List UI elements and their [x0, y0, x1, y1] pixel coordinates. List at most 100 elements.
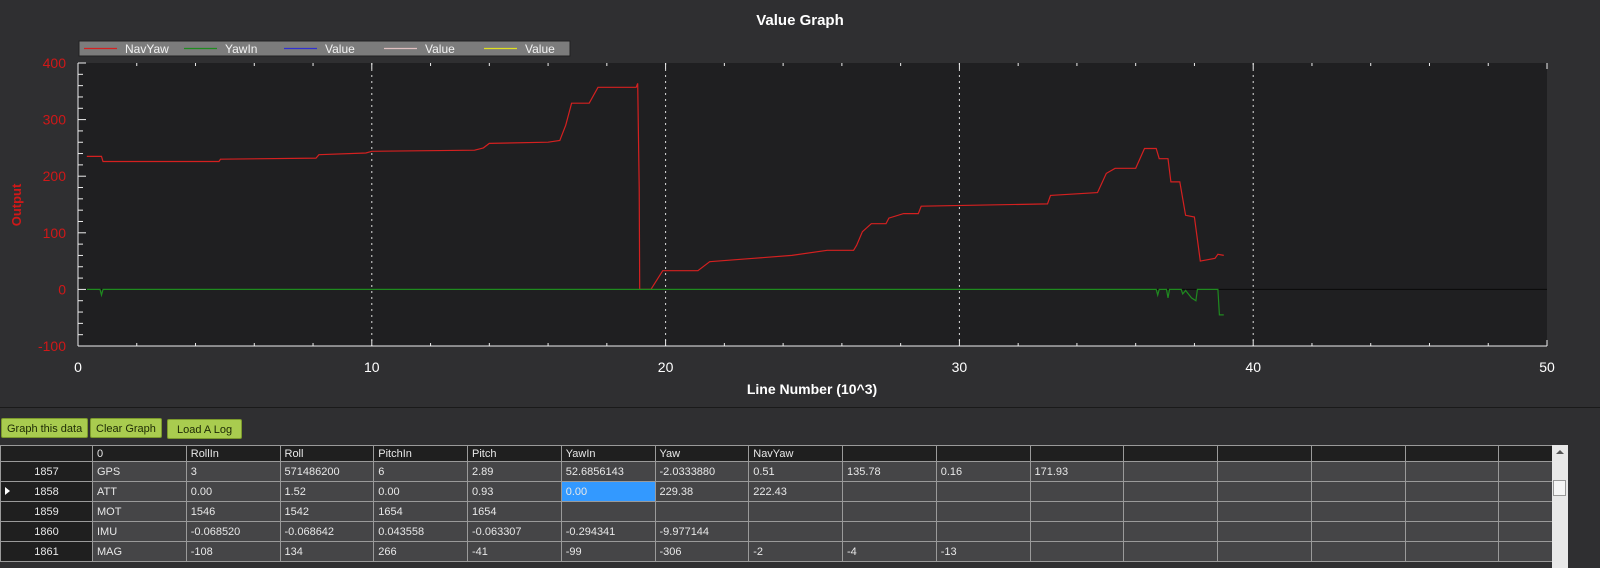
column-header[interactable]: RollIn [185, 445, 281, 462]
table-cell[interactable]: 2.89 [467, 461, 562, 482]
table-cell[interactable] [1123, 521, 1218, 542]
table-cell[interactable]: 0.93 [467, 481, 562, 502]
table-cell[interactable] [1123, 501, 1218, 522]
column-header[interactable] [935, 445, 1031, 462]
table-cell[interactable]: 0.00 [373, 481, 468, 502]
row-header[interactable]: 1860 [0, 521, 93, 542]
table-cell[interactable] [1123, 481, 1218, 502]
table-cell[interactable]: -13 [935, 541, 1031, 562]
table-cell[interactable]: 1654 [373, 501, 468, 522]
table-cell[interactable] [560, 501, 656, 522]
scrollbar-thumb[interactable] [1553, 480, 1566, 496]
table-cell[interactable]: -0.063307 [467, 521, 562, 542]
table-cell[interactable]: 1542 [279, 501, 375, 522]
row-header[interactable]: 1858 [0, 481, 93, 502]
table-cell[interactable] [1310, 461, 1406, 482]
table-cell[interactable]: 135.78 [842, 461, 937, 482]
table-cell[interactable]: 171.93 [1029, 461, 1125, 482]
table-cell[interactable] [1404, 501, 1500, 522]
table-cell[interactable]: -306 [654, 541, 750, 562]
table-cell[interactable] [1498, 501, 1554, 522]
table-cell[interactable] [935, 521, 1031, 542]
column-header[interactable]: NavYaw [748, 445, 843, 462]
table-row[interactable]: 1857 GPS 3 571486200 6 2.89 52.6856143 -2.03338… [0, 461, 1554, 482]
table-cell[interactable] [842, 521, 937, 542]
table-cell[interactable] [1404, 521, 1500, 542]
table-cell[interactable]: -2 [748, 541, 843, 562]
column-header[interactable]: Pitch [467, 445, 562, 462]
row-header[interactable]: 1857 [0, 461, 93, 482]
table-cell[interactable]: -9.977144 [654, 521, 750, 542]
table-cell[interactable]: 0.51 [748, 461, 843, 482]
column-header[interactable] [1498, 445, 1554, 462]
graph-this-data-button[interactable]: Graph this data [1, 418, 89, 438]
table-cell[interactable]: -0.068642 [279, 521, 375, 542]
table-cell[interactable] [654, 501, 750, 522]
row-header[interactable]: 1861 [0, 541, 93, 562]
column-header[interactable] [1310, 445, 1406, 462]
table-cell[interactable]: -41 [467, 541, 562, 562]
table-cell[interactable] [1498, 521, 1554, 542]
load-a-log-button[interactable]: Load A Log [167, 419, 243, 439]
table-cell[interactable]: 134 [279, 541, 375, 562]
table-cell[interactable]: 1.52 [279, 481, 375, 502]
table-cell[interactable]: -4 [842, 541, 937, 562]
table-cell[interactable] [1404, 461, 1500, 482]
table-cell[interactable] [1498, 481, 1554, 502]
table-cell[interactable] [1123, 541, 1218, 562]
table-cell[interactable] [1217, 521, 1312, 542]
column-header[interactable]: Yaw [654, 445, 750, 462]
table-cell[interactable] [842, 481, 937, 502]
table-cell[interactable]: 222.43 [748, 481, 843, 502]
table-cell[interactable] [1029, 541, 1125, 562]
table-cell[interactable] [1029, 501, 1125, 522]
table-cell[interactable] [1404, 541, 1500, 562]
table-row[interactable]: 1860 IMU -0.068520 -0.068642 0.043558 -0.0633… [0, 521, 1554, 542]
table-cell[interactable] [1217, 481, 1312, 502]
table-cell[interactable] [748, 521, 843, 542]
column-header[interactable]: PitchIn [373, 445, 468, 462]
vertical-scrollbar[interactable] [1552, 445, 1568, 568]
table-cell[interactable]: 0.00 [185, 481, 281, 502]
table-cell[interactable] [1310, 521, 1406, 542]
table-cell[interactable]: 0.16 [935, 461, 1031, 482]
table-row[interactable]: 1858 ATT 0.00 1.52 0.00 0.93 0.00 229.38 222.43 [0, 481, 1554, 502]
table-cell[interactable] [1310, 541, 1406, 562]
table-cell[interactable]: 229.38 [654, 481, 750, 502]
table-cell[interactable] [935, 481, 1031, 502]
table-cell[interactable]: MOT [92, 501, 187, 522]
table-cell[interactable] [748, 501, 843, 522]
table-cell[interactable] [1310, 481, 1406, 502]
column-header[interactable] [1029, 445, 1125, 462]
column-header[interactable]: Roll [279, 445, 375, 462]
table-cell[interactable]: 52.6856143 [560, 461, 656, 482]
table-cell[interactable] [1029, 521, 1125, 542]
column-header[interactable] [1404, 445, 1500, 462]
table-cell[interactable] [1217, 501, 1312, 522]
column-header[interactable] [1123, 445, 1218, 462]
table-cell[interactable]: -108 [185, 541, 281, 562]
table-row[interactable]: 1859 MOT 1546 1542 1654 1654 [0, 501, 1554, 522]
table-cell[interactable]: 1654 [467, 501, 562, 522]
table-cell[interactable]: -2.0333880 [654, 461, 750, 482]
table-cell[interactable]: 0.043558 [373, 521, 468, 542]
table-cell[interactable] [1498, 541, 1554, 562]
table-cell[interactable]: GPS [92, 461, 187, 482]
column-header[interactable] [842, 445, 937, 462]
table-cell[interactable]: -99 [560, 541, 656, 562]
column-header[interactable] [1217, 445, 1312, 462]
table-cell[interactable]: IMU [92, 521, 187, 542]
table-cell[interactable]: 1546 [185, 501, 281, 522]
table-cell[interactable]: 3 [185, 461, 281, 482]
table-cell[interactable] [1310, 501, 1406, 522]
table-cell[interactable] [935, 501, 1031, 522]
clear-graph-button[interactable]: Clear Graph [90, 418, 162, 438]
table-cell[interactable] [1123, 461, 1218, 482]
table-cell[interactable]: 266 [373, 541, 468, 562]
table-cell[interactable]: 0.00 [560, 481, 656, 502]
table-cell[interactable] [1404, 481, 1500, 502]
column-header[interactable]: 0 [92, 445, 187, 462]
table-cell[interactable]: MAG [92, 541, 187, 562]
table-cell[interactable]: -0.294341 [560, 521, 656, 542]
table-cell[interactable] [1029, 481, 1125, 502]
